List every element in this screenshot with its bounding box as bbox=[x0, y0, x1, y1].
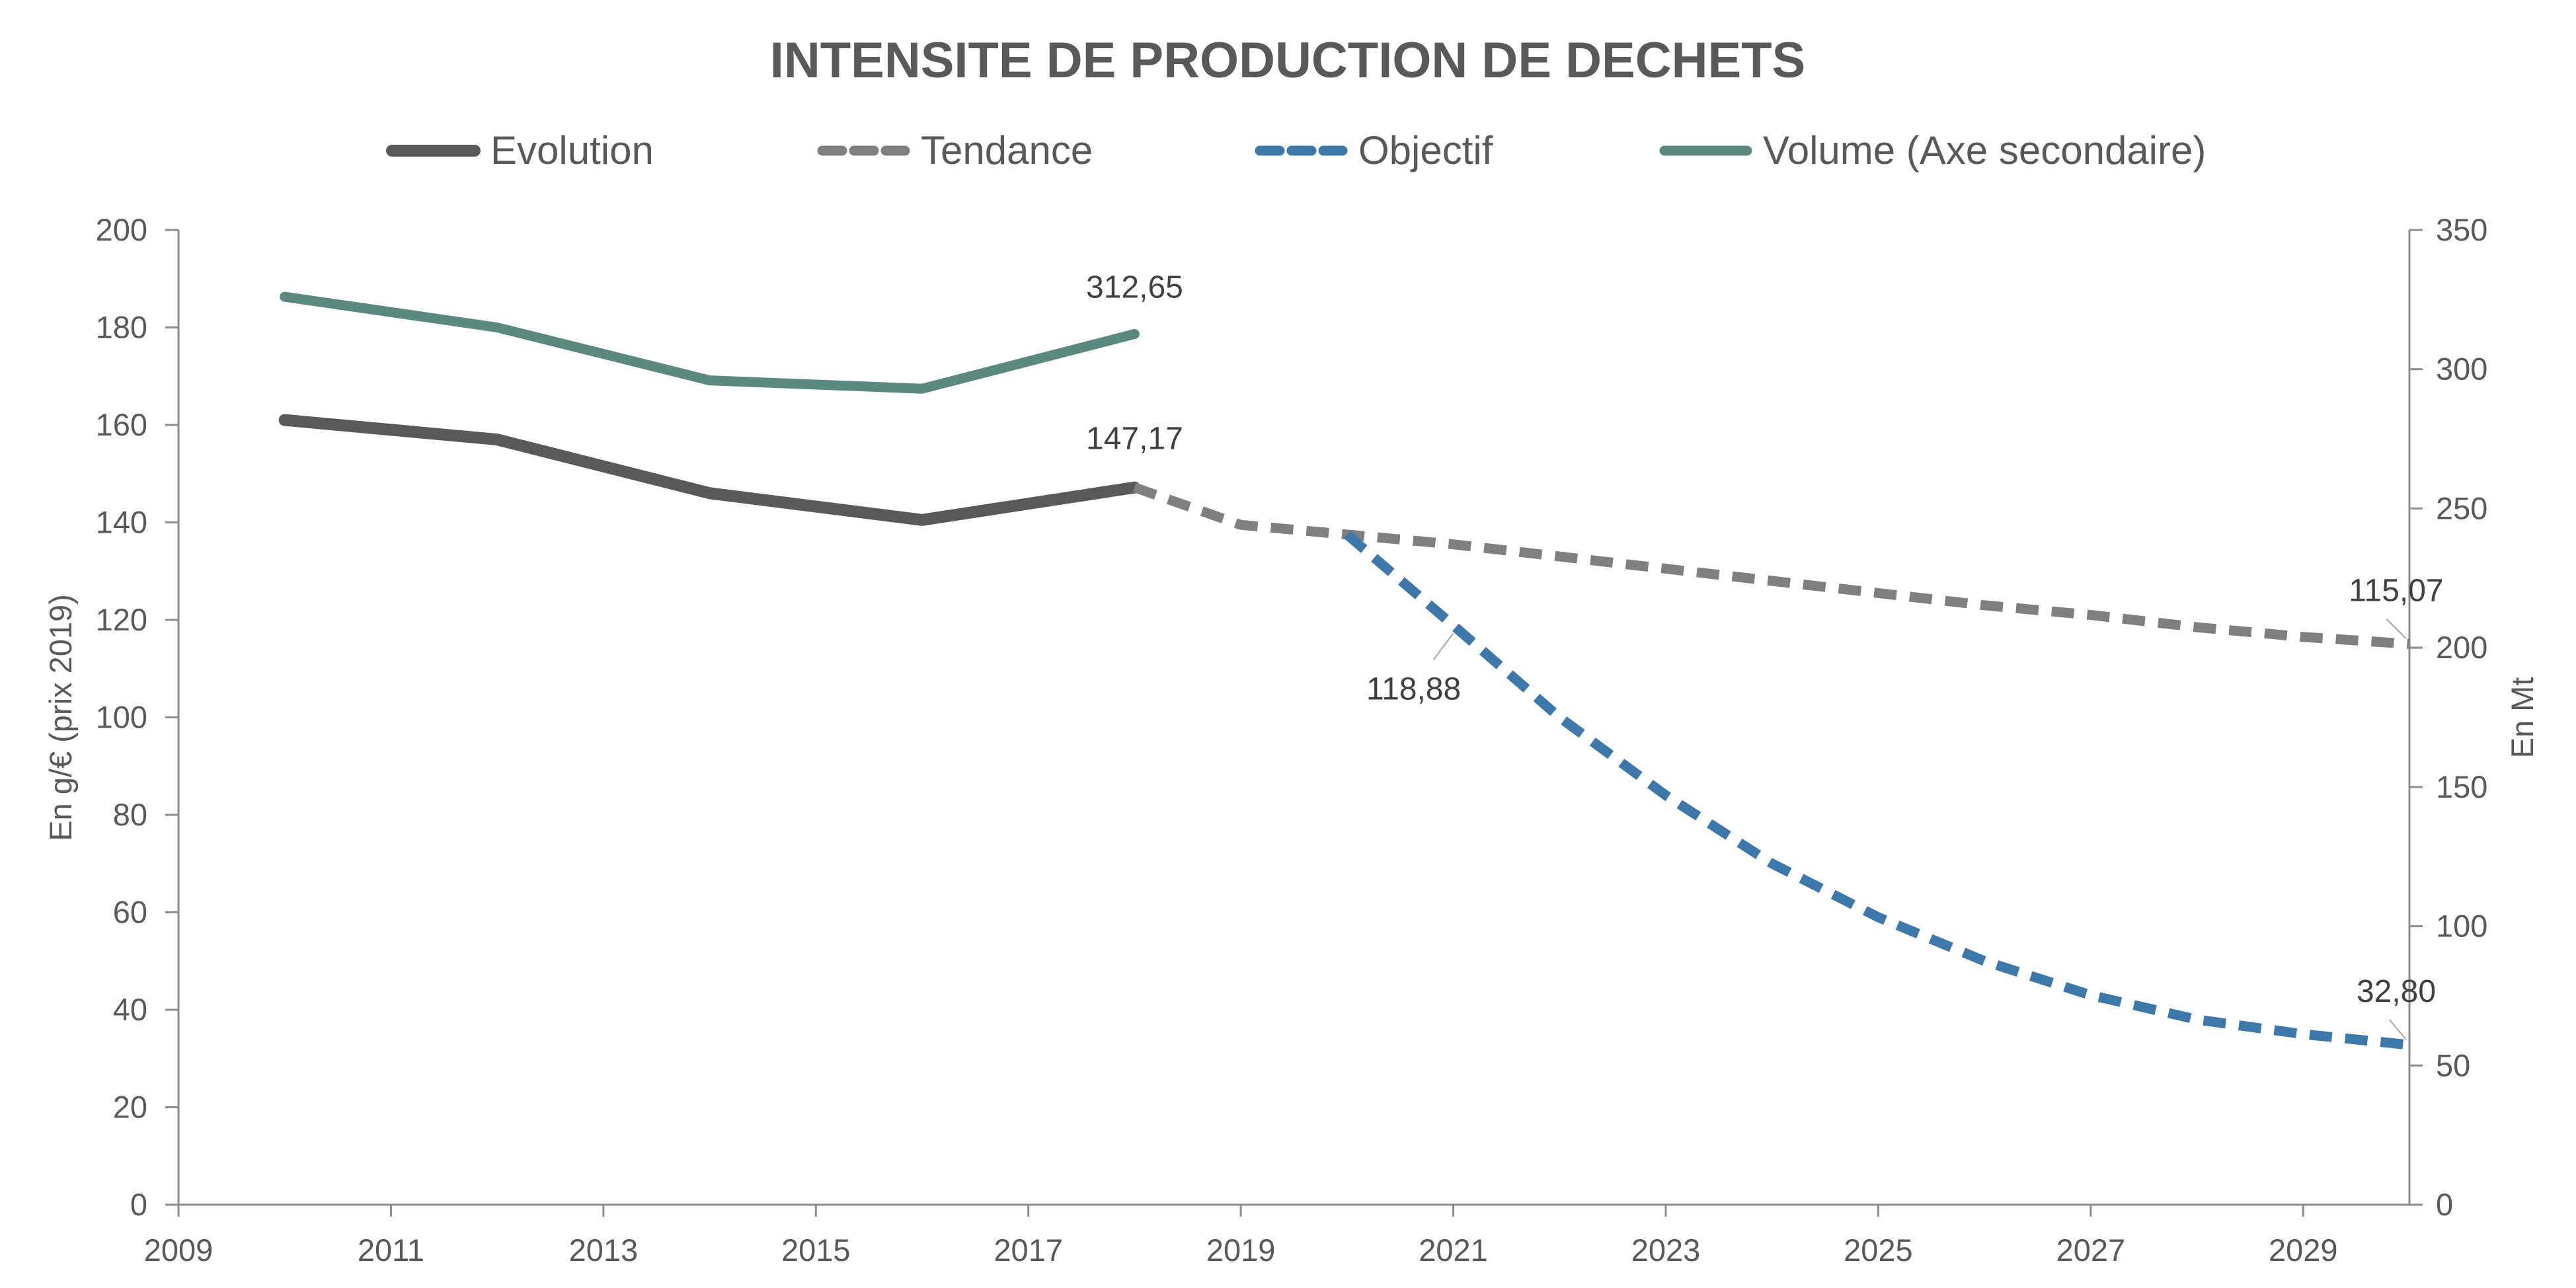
y-tick-label: 200 bbox=[96, 212, 147, 247]
x-tick-label: 2019 bbox=[1206, 1232, 1276, 1268]
data-label: 312,65 bbox=[1086, 270, 1183, 305]
series-line-evolution bbox=[278, 414, 1141, 526]
data-label: 147,17 bbox=[1086, 422, 1183, 457]
data-label-leader bbox=[1432, 632, 1454, 660]
data-label: 118,88 bbox=[1366, 671, 1461, 706]
legend-label-tendance: Tendance bbox=[921, 128, 1093, 172]
y2-axis-title: En Mt bbox=[2505, 677, 2540, 759]
legend-item-tendance: Tendance bbox=[817, 128, 1093, 172]
y2-tick-label: 0 bbox=[2436, 1187, 2453, 1222]
y-tick-label: 80 bbox=[113, 797, 147, 832]
chart-title: INTENSITE DE PRODUCTION DE DECHETS bbox=[770, 32, 1806, 89]
x-tick-label: 2009 bbox=[144, 1232, 214, 1268]
y2-tick-label: 150 bbox=[2436, 769, 2487, 804]
x-tick-label: 2027 bbox=[2056, 1232, 2126, 1268]
legend-label-objectif: Objectif bbox=[1358, 128, 1493, 172]
y2-tick-label: 300 bbox=[2436, 352, 2487, 387]
y2-tick-label: 50 bbox=[2436, 1047, 2470, 1082]
x-tick-label: 2023 bbox=[1631, 1232, 1701, 1268]
y2-tick-label: 100 bbox=[2436, 909, 2487, 944]
x-tick-label: 2025 bbox=[1844, 1232, 1913, 1268]
y-tick-label: 0 bbox=[130, 1187, 147, 1222]
y-tick-label: 100 bbox=[96, 700, 147, 735]
legend-item-evolution: Evolution bbox=[386, 128, 654, 172]
x-tick-label: 2017 bbox=[994, 1232, 1063, 1268]
legend-item-objectif: Objectif bbox=[1255, 128, 1493, 172]
legend-label-volume: Volume (Axe secondaire) bbox=[1763, 128, 2206, 172]
series-line-tendance bbox=[1132, 482, 2410, 649]
data-label: 32,80 bbox=[2357, 974, 2436, 1009]
y-tick-label: 160 bbox=[96, 407, 147, 442]
x-tick-label: 2029 bbox=[2269, 1232, 2338, 1268]
series-line-volume-axe-secondaire bbox=[280, 291, 1140, 394]
y2-tick-label: 350 bbox=[2436, 212, 2487, 247]
y-tick-label: 120 bbox=[96, 602, 147, 637]
data-labels: 312,65 147,17 118,88 115,07 32,80 bbox=[1086, 270, 2444, 1040]
axes: 0 20 40 60 80 100 120 140 160 180 200 0 50 100 150 200 2… bbox=[96, 212, 2488, 1268]
y-tick-label: 60 bbox=[113, 895, 147, 930]
y2-tick-label: 250 bbox=[2436, 490, 2487, 525]
legend-item-volume: Volume (Axe secondaire) bbox=[1659, 128, 2206, 172]
x-tick-label: 2021 bbox=[1419, 1232, 1488, 1268]
y2-tick-label: 200 bbox=[2436, 630, 2487, 665]
y-tick-label: 180 bbox=[96, 310, 147, 345]
x-tick-label: 2013 bbox=[569, 1232, 639, 1268]
data-label: 115,07 bbox=[2349, 573, 2443, 608]
x-tick-label: 2011 bbox=[358, 1232, 424, 1268]
series-line-objectif bbox=[1344, 531, 2410, 1050]
legend-label-evolution: Evolution bbox=[490, 128, 654, 172]
x-tick-label: 2015 bbox=[781, 1232, 851, 1268]
data-label-leader bbox=[2389, 1019, 2407, 1040]
y-tick-label: 40 bbox=[113, 992, 147, 1027]
legend: Evolution Tendance Objectif Volume (Axe … bbox=[386, 128, 2206, 172]
data-label-leader bbox=[2386, 618, 2407, 640]
series-layer bbox=[278, 291, 2410, 1050]
y-axis-title: En g/€ (prix 2019) bbox=[43, 594, 78, 841]
y-tick-label: 140 bbox=[96, 505, 147, 540]
y-tick-label: 20 bbox=[113, 1090, 147, 1125]
